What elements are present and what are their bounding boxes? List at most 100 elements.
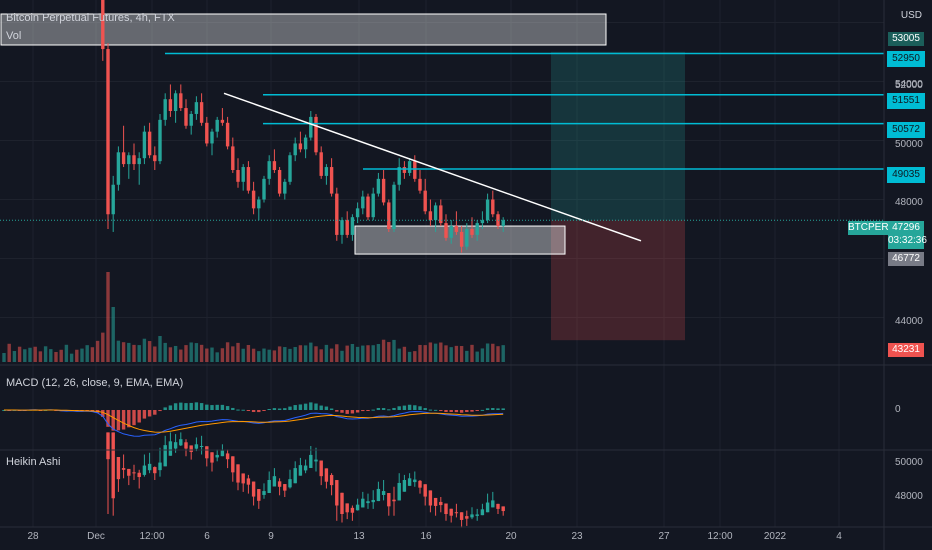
candle-body bbox=[470, 229, 474, 235]
grid bbox=[0, 0, 884, 527]
macd-histogram-bar bbox=[251, 410, 256, 413]
candle-body bbox=[277, 170, 282, 194]
candles bbox=[101, 0, 505, 253]
macd-histogram-bar bbox=[132, 410, 136, 426]
candle-body bbox=[340, 220, 344, 235]
ha-tick-48000: 48000 bbox=[895, 491, 923, 502]
volume-bar bbox=[106, 272, 110, 362]
ha-body bbox=[158, 462, 162, 471]
macd-histogram-bar bbox=[153, 410, 157, 415]
ha-body bbox=[205, 446, 209, 459]
ha-body bbox=[402, 480, 407, 492]
candle-body bbox=[153, 155, 157, 162]
candle-body bbox=[127, 155, 131, 165]
volume-bar bbox=[371, 345, 375, 362]
ha-body bbox=[392, 499, 396, 502]
volume-legend[interactable]: Vol bbox=[6, 30, 22, 42]
macd-histogram-bar bbox=[361, 410, 365, 412]
ha-body bbox=[116, 457, 121, 480]
macd-histogram-bar bbox=[309, 402, 313, 410]
candle-body bbox=[262, 178, 266, 200]
ha-body bbox=[283, 484, 287, 491]
ha-tick-50000: 50000 bbox=[895, 457, 923, 468]
candle-body bbox=[491, 199, 495, 215]
volume-bar bbox=[147, 341, 152, 362]
ha-body bbox=[267, 480, 271, 493]
ha-body bbox=[324, 468, 329, 482]
chart-legend-title[interactable]: Bitcoin Perpetual Futures, 4h, FTX bbox=[6, 12, 175, 24]
volume-bar bbox=[501, 345, 505, 362]
macd-histogram-bar bbox=[147, 410, 152, 417]
heikin-ashi-legend[interactable]: Heikin Ashi bbox=[6, 456, 61, 468]
ha-body bbox=[215, 454, 219, 458]
ha-body bbox=[449, 508, 453, 516]
macd-histogram-bar bbox=[381, 408, 386, 410]
level-lines bbox=[0, 52, 884, 242]
candle-body bbox=[194, 102, 199, 114]
candle-body bbox=[407, 161, 412, 173]
ha-body bbox=[121, 468, 126, 470]
candle-body bbox=[376, 178, 381, 194]
volume-bar bbox=[319, 349, 323, 362]
volume-bar bbox=[205, 348, 209, 362]
position-target-zone bbox=[551, 51, 685, 221]
volume-bar bbox=[2, 353, 6, 362]
volume-bar bbox=[59, 349, 63, 362]
candle-body bbox=[116, 152, 121, 185]
x-tick-1200-a: 12:00 bbox=[139, 531, 165, 542]
candle-body bbox=[106, 49, 110, 215]
volume-bar bbox=[407, 351, 412, 362]
volume-bar bbox=[485, 343, 490, 362]
price-tag-50572: 50572 bbox=[887, 122, 925, 138]
macd-histogram-bar bbox=[314, 403, 318, 410]
volume-bar bbox=[85, 345, 89, 362]
volume-bar bbox=[189, 342, 193, 362]
volume-bar bbox=[449, 347, 453, 362]
volume-bar bbox=[121, 342, 126, 362]
candle-body bbox=[298, 143, 303, 150]
candle-body bbox=[147, 131, 152, 156]
ha-body bbox=[485, 502, 490, 513]
candle-body bbox=[210, 131, 214, 144]
macd-histogram-bar bbox=[454, 410, 459, 413]
ha-body bbox=[236, 464, 240, 483]
candle-body bbox=[199, 102, 204, 123]
macd-histogram-bar bbox=[246, 410, 251, 411]
volume-bar bbox=[12, 350, 17, 362]
ha-body bbox=[163, 445, 167, 467]
macd-histogram-bar bbox=[142, 410, 147, 419]
ha-body bbox=[241, 473, 245, 484]
ha-body bbox=[142, 465, 147, 475]
candle-body bbox=[397, 167, 401, 185]
candle-body bbox=[345, 220, 349, 235]
volume-bar bbox=[194, 343, 199, 362]
volume-bar bbox=[236, 342, 240, 362]
last-price-tag: 47296 03:32:36 bbox=[888, 221, 927, 249]
candle-body bbox=[324, 167, 329, 176]
macd-histogram-bar bbox=[168, 405, 173, 410]
macd-legend[interactable]: MACD (12, 26, close, 9, EMA, EMA) bbox=[6, 377, 184, 389]
ha-body bbox=[465, 516, 469, 519]
volume-bar bbox=[350, 343, 355, 362]
candle-body bbox=[272, 161, 277, 170]
ha-body bbox=[335, 480, 339, 506]
x-tick-1200-b: 12:00 bbox=[707, 531, 733, 542]
volume-bar bbox=[251, 348, 256, 362]
macd-histogram-bar bbox=[350, 410, 355, 414]
macd-histogram-bar bbox=[407, 404, 412, 410]
macd-histogram-bar bbox=[158, 410, 162, 412]
volume-bar bbox=[428, 342, 433, 362]
candle-body bbox=[480, 220, 485, 224]
ha-body bbox=[257, 489, 261, 501]
volume-bar bbox=[366, 345, 370, 362]
ha-body bbox=[147, 463, 152, 471]
volume-bar bbox=[163, 342, 167, 362]
candle-body bbox=[101, 0, 105, 50]
heikin-ashi-panel bbox=[106, 432, 505, 528]
ha-body bbox=[491, 500, 495, 508]
volume-bar bbox=[210, 347, 214, 362]
x-tick-6: 6 bbox=[204, 531, 210, 542]
ha-body bbox=[309, 454, 313, 468]
